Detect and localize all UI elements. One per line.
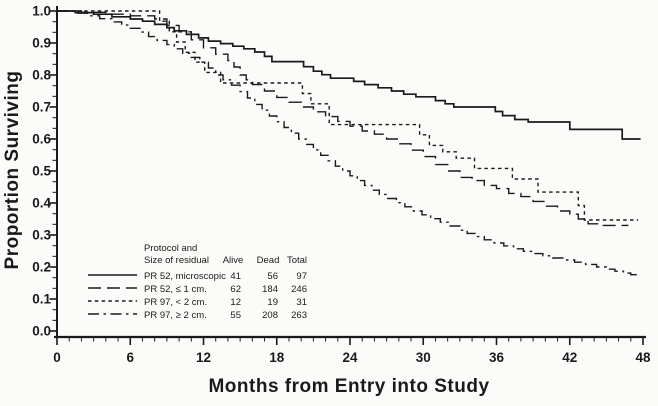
survival-curve-pr52-microscopic — [57, 10, 641, 140]
survival-curve-pr52-le-1cm — [57, 10, 629, 227]
x-tick-label: 0 — [53, 350, 61, 365]
legend-dead-value: 19 — [267, 297, 278, 308]
y-tick-label: 0.2 — [32, 260, 51, 275]
y-tick-label: 0.8 — [32, 68, 51, 83]
legend-total-value: 97 — [296, 271, 307, 282]
legend-row-pr52-microscopic: PR 52, microscopic 41 56 97 — [88, 271, 307, 282]
legend-total-value: 31 — [296, 297, 307, 308]
legend-dead-value: 184 — [262, 284, 278, 295]
legend-dead-value: 208 — [262, 310, 278, 321]
legend-alive-value: 41 — [230, 271, 241, 282]
y-tick-label: 1.0 — [32, 4, 51, 19]
legend-total-value: 246 — [291, 284, 307, 295]
legend-header-line1: Protocol and — [144, 243, 197, 254]
legend-rows: PR 52, microscopic 41 56 97 PR 52, ≤ 1 cm. 62… — [88, 271, 307, 321]
legend-row-pr52-le-1cm: PR 52, ≤ 1 cm. 62 184 246 — [88, 284, 307, 295]
y-tick-label: 0.0 — [32, 324, 51, 339]
x-tick-label: 42 — [562, 350, 577, 365]
legend-total-value: 263 — [291, 310, 307, 321]
x-tick-label: 36 — [489, 350, 505, 365]
legend-row-pr97-lt-2cm: PR 97, < 2 cm. 12 19 31 — [88, 297, 307, 308]
y-tick-label: 0.7 — [32, 100, 51, 115]
y-tick-label: 0.5 — [32, 164, 51, 179]
legend-alive-value: 62 — [230, 284, 241, 295]
survival-curve-pr97-ge-2cm — [57, 10, 637, 276]
y-tick-label: 0.3 — [32, 228, 51, 243]
survival-curves — [57, 10, 641, 276]
y-axis-title: Proportion Surviving — [2, 71, 23, 270]
x-tick-label: 12 — [196, 350, 211, 365]
legend-series-label: PR 97, < 2 cm. — [144, 297, 207, 308]
x-axis-title: Months from Entry into Study — [208, 376, 489, 397]
legend-header-line2: Size of residual — [144, 255, 209, 266]
x-tick-label: 48 — [635, 350, 651, 365]
y-tick-label: 0.6 — [32, 132, 51, 147]
y-tick-label: 0.1 — [32, 292, 51, 307]
legend-column-dead: Dead — [257, 255, 280, 266]
legend-column-alive: Alive — [223, 255, 244, 266]
legend-dead-value: 56 — [267, 271, 278, 282]
x-tick-label: 6 — [126, 350, 134, 365]
legend: Protocol and Size of residual Alive Dead… — [88, 243, 307, 321]
y-tick-label: 0.9 — [32, 36, 51, 51]
legend-alive-value: 55 — [230, 310, 241, 321]
x-tick-label: 24 — [342, 350, 358, 365]
x-tick-label: 18 — [269, 350, 285, 365]
survival-curve-pr97-lt-2cm — [57, 10, 639, 221]
axes: 0 6 12 18 24 30 36 42 48 1.0 0.9 0.8 0.7 0.6 0.5 0.4 0.3… — [32, 4, 651, 365]
legend-series-label: PR 52, microscopic — [144, 271, 226, 282]
x-tick-label: 30 — [416, 350, 431, 365]
legend-alive-value: 12 — [230, 297, 241, 308]
legend-series-label: PR 97, ≥ 2 cm. — [144, 310, 207, 321]
y-tick-label: 0.4 — [32, 196, 51, 211]
legend-row-pr97-ge-2cm: PR 97, ≥ 2 cm. 55 208 263 — [88, 310, 307, 321]
legend-series-label: PR 52, ≤ 1 cm. — [144, 284, 207, 295]
legend-column-total: Total — [287, 255, 307, 266]
